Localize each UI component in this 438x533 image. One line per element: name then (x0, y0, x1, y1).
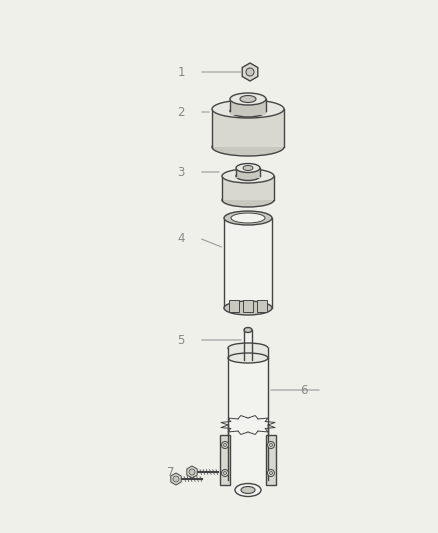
Ellipse shape (243, 166, 253, 171)
FancyBboxPatch shape (229, 300, 239, 312)
Ellipse shape (244, 327, 252, 333)
FancyBboxPatch shape (244, 330, 252, 360)
Ellipse shape (222, 193, 274, 207)
Text: 6: 6 (300, 384, 308, 397)
Ellipse shape (236, 172, 260, 181)
FancyBboxPatch shape (220, 435, 230, 485)
FancyBboxPatch shape (222, 176, 274, 200)
FancyBboxPatch shape (236, 168, 260, 178)
FancyBboxPatch shape (266, 435, 276, 485)
Ellipse shape (230, 105, 266, 117)
FancyBboxPatch shape (224, 218, 272, 308)
FancyBboxPatch shape (230, 99, 266, 115)
Ellipse shape (235, 483, 261, 497)
Circle shape (223, 472, 226, 474)
Circle shape (189, 469, 195, 475)
Ellipse shape (240, 95, 256, 102)
Ellipse shape (212, 138, 284, 156)
Text: 5: 5 (178, 334, 185, 346)
Ellipse shape (228, 353, 268, 363)
Circle shape (268, 470, 275, 477)
Text: 4: 4 (177, 231, 185, 245)
Ellipse shape (230, 93, 266, 105)
FancyBboxPatch shape (257, 300, 267, 312)
FancyBboxPatch shape (228, 425, 268, 480)
FancyBboxPatch shape (228, 358, 268, 455)
Polygon shape (242, 63, 258, 81)
Ellipse shape (241, 487, 255, 494)
Ellipse shape (236, 164, 260, 173)
Circle shape (222, 470, 229, 477)
FancyBboxPatch shape (212, 109, 284, 147)
Circle shape (269, 472, 272, 474)
Text: 1: 1 (177, 66, 185, 78)
Ellipse shape (222, 169, 274, 183)
FancyBboxPatch shape (243, 300, 253, 312)
Polygon shape (187, 466, 197, 478)
Ellipse shape (231, 213, 265, 223)
Polygon shape (171, 473, 181, 485)
Circle shape (246, 68, 254, 76)
Circle shape (269, 443, 272, 447)
Circle shape (173, 476, 179, 482)
Ellipse shape (228, 343, 268, 353)
Text: 7: 7 (167, 465, 175, 479)
Ellipse shape (212, 100, 284, 118)
Text: 3: 3 (178, 166, 185, 179)
Circle shape (223, 443, 226, 447)
Ellipse shape (224, 211, 272, 225)
Ellipse shape (224, 301, 272, 315)
FancyBboxPatch shape (228, 348, 268, 358)
Circle shape (268, 441, 275, 448)
Circle shape (222, 441, 229, 448)
Text: 2: 2 (177, 106, 185, 118)
